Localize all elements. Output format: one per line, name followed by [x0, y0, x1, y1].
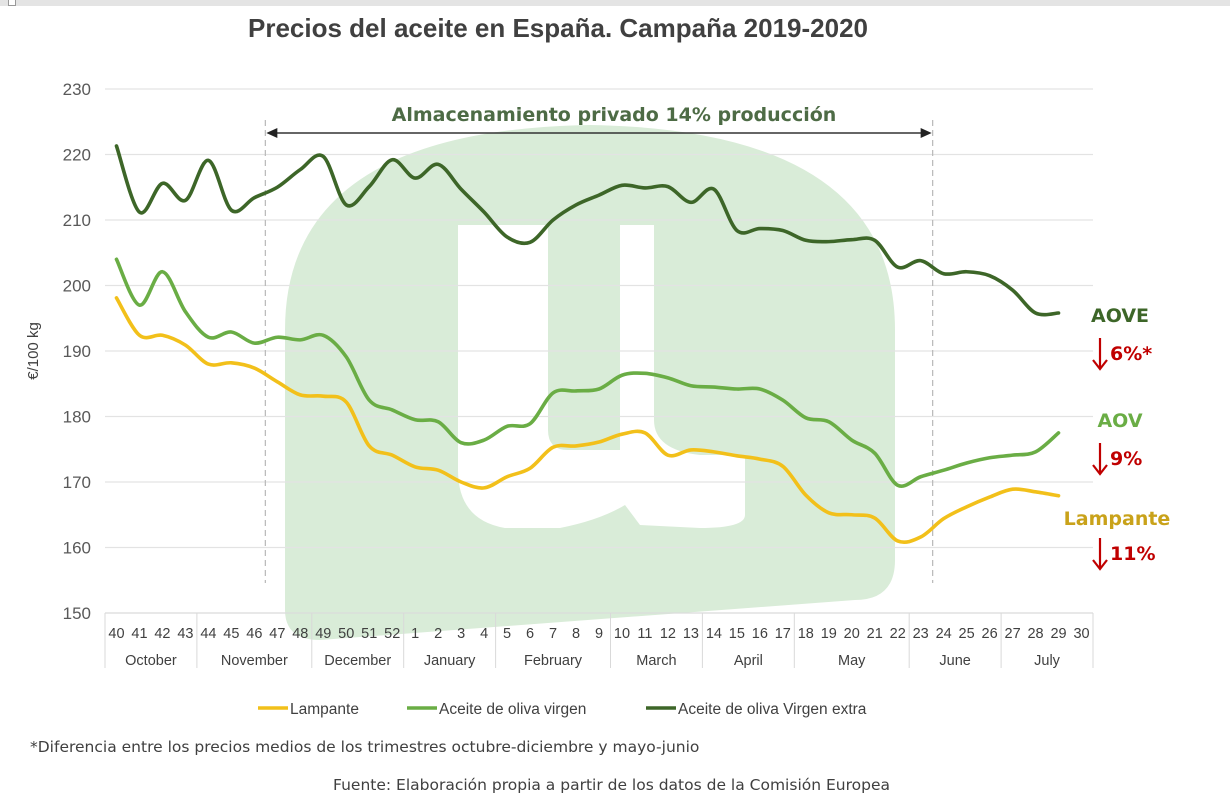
- x-tick-label: 41: [131, 626, 147, 642]
- x-tick-label: 51: [361, 626, 377, 642]
- y-tick-label: 230: [63, 80, 91, 99]
- end-label: Lampante: [1064, 508, 1171, 530]
- x-tick-label: 27: [1005, 626, 1021, 642]
- x-tick-label: 49: [315, 626, 331, 642]
- y-tick-label: 180: [63, 408, 91, 427]
- y-tick-label: 190: [63, 342, 91, 361]
- watermark-shape: [285, 125, 895, 640]
- x-tick-label: 45: [223, 626, 239, 642]
- x-axis: 40 41 42 43 44 45 46 47 48 49 50 51 52 1 2 3 4 5 6 7 8 9 10 11 1…: [104, 612, 1094, 669]
- change-percent: 9%: [1110, 448, 1142, 470]
- x-tick-label: 5: [503, 626, 511, 642]
- change-percent: 11%: [1110, 543, 1155, 565]
- legend-entry: Aceite de oliva virgen: [439, 701, 586, 718]
- series-line-lampante: [114, 296, 1061, 544]
- x-tick-label: 4: [480, 626, 488, 642]
- legend-entry: Lampante: [290, 701, 359, 718]
- x-tick-label: 47: [269, 626, 285, 642]
- x-tick-label: 13: [683, 626, 699, 642]
- month-label: April: [734, 653, 763, 669]
- x-tick-label: 11: [637, 626, 652, 642]
- x-tick-label: 26: [982, 626, 998, 642]
- y-tick-label: 160: [63, 539, 91, 558]
- x-tick-label: 9: [595, 626, 603, 642]
- month-label: February: [524, 653, 583, 669]
- y-tick-label: 200: [63, 277, 91, 296]
- month-label: July: [1034, 653, 1061, 669]
- month-label: June: [939, 653, 970, 669]
- y-tick-label: 170: [63, 473, 91, 492]
- x-tick-label: 19: [821, 626, 837, 642]
- storage-period-label: Almacenamiento privado 14% producción: [392, 104, 837, 126]
- watermark-cutout: [458, 225, 745, 528]
- x-tick-label: 48: [292, 626, 308, 642]
- watermark-logo-icon: [285, 125, 895, 640]
- x-tick-label: 29: [1050, 626, 1066, 642]
- x-tick-label: 6: [526, 626, 534, 642]
- y-tick-label: 210: [63, 211, 91, 230]
- series-lines: [114, 144, 1061, 544]
- x-tick-label: 20: [844, 626, 860, 642]
- x-tick-label: 25: [959, 626, 975, 642]
- change-percent: 6%*: [1110, 343, 1152, 365]
- x-tick-label: 12: [660, 626, 676, 642]
- x-tick-label: 30: [1073, 626, 1089, 642]
- x-tick-label: 40: [108, 626, 124, 642]
- x-tick-label: 8: [572, 626, 580, 642]
- legend: Lampante Aceite de oliva virgen Aceite de …: [258, 701, 867, 718]
- x-tick-label: 24: [936, 626, 952, 642]
- x-tick-label: 17: [775, 626, 791, 642]
- legend-entry: Aceite de oliva Virgen extra: [678, 701, 867, 718]
- x-tick-label: 50: [338, 626, 354, 642]
- x-tick-label: 22: [890, 626, 906, 642]
- x-tick-label: 21: [867, 626, 883, 642]
- down-arrow-head-icon: [1092, 559, 1108, 571]
- x-tick-label: 23: [913, 626, 929, 642]
- x-tick-label: 14: [706, 626, 722, 642]
- window-top-bar: [0, 0, 1230, 6]
- month-label: March: [636, 653, 676, 669]
- x-tick-label: 10: [614, 626, 630, 642]
- month-label: November: [221, 653, 288, 669]
- series-line-aceite-de-oliva-virgen: [114, 257, 1061, 488]
- x-tick-label: 46: [246, 626, 262, 642]
- end-labels: AOVE 6%* AOV 9% Lampante 11%: [1064, 305, 1171, 571]
- x-tick-label: 2: [434, 626, 442, 642]
- arrow-right-icon: [920, 128, 932, 138]
- y-tick-label: 220: [63, 146, 91, 165]
- y-axis-label: €/100 kg: [25, 322, 42, 380]
- storage-period-annotation: Almacenamiento privado 14% producción: [264, 104, 934, 583]
- x-tick-label: 28: [1027, 626, 1043, 642]
- down-arrow-head-icon: [1092, 464, 1108, 476]
- x-tick-label: 15: [729, 626, 745, 642]
- chart-title: Precios del aceite en España. Campaña 20…: [248, 13, 868, 43]
- x-tick-label: 18: [798, 626, 814, 642]
- x-tick-label: 42: [154, 626, 170, 642]
- month-label: May: [838, 653, 866, 669]
- y-axis-ticks: 150 160 170 180 190 200 210 220 230: [63, 80, 91, 623]
- y-tick-label: 150: [63, 604, 91, 623]
- arrow-left-icon: [266, 128, 278, 138]
- x-tick-label: 1: [411, 626, 419, 642]
- month-label: January: [424, 653, 476, 669]
- down-arrow-head-icon: [1092, 359, 1108, 371]
- month-label: December: [324, 653, 391, 669]
- source-note: Fuente: Elaboración propia a partir de l…: [333, 776, 890, 794]
- x-tick-label: 16: [752, 626, 768, 642]
- x-tick-label: 3: [457, 626, 465, 642]
- checkbox-icon: [8, 0, 16, 6]
- month-label: October: [125, 653, 177, 669]
- x-tick-label: 7: [549, 626, 557, 642]
- series-line-aceite-de-oliva-virgen-extra: [114, 144, 1061, 317]
- x-tick-label: 43: [177, 626, 193, 642]
- x-tick-label: 44: [200, 626, 216, 642]
- footnote: *Diferencia entre los precios medios de …: [30, 738, 699, 756]
- x-tick-label: 52: [384, 626, 400, 642]
- end-label: AOV: [1097, 410, 1142, 432]
- end-label: AOVE: [1091, 305, 1149, 327]
